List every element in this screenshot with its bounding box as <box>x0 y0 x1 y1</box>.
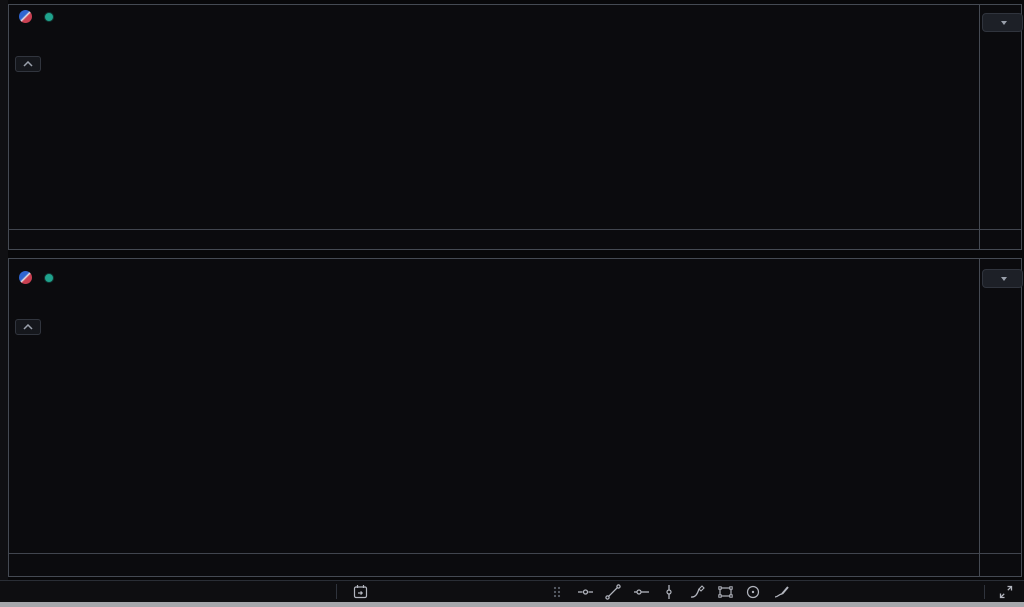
chevron-down-icon <box>1001 276 1007 281</box>
chevron-down-icon <box>1001 20 1007 25</box>
symbol-logo-icon <box>19 10 32 23</box>
trend-line-icon <box>605 583 621 600</box>
window-edge <box>0 0 8 601</box>
drawing-toolbar <box>546 582 792 601</box>
currency-selector[interactable] <box>982 269 1023 288</box>
calendar-icon <box>353 585 367 599</box>
chart-canvas-1h <box>9 259 1021 576</box>
toolbar-divider <box>336 584 337 599</box>
market-open-dot-icon <box>44 11 54 22</box>
chart-canvas-4h <box>9 5 1021 249</box>
go-to-date-button[interactable] <box>348 582 372 601</box>
symbol-header-4h[interactable] <box>19 10 78 23</box>
fullscreen-icon <box>999 585 1013 598</box>
symbol-logo-icon <box>19 271 32 284</box>
window-edge <box>0 601 1024 607</box>
chevron-up-icon <box>23 61 33 67</box>
pencil-tool-button[interactable] <box>686 582 708 601</box>
circle-tool-button[interactable] <box>742 582 764 601</box>
circle-icon <box>746 585 760 598</box>
pencil-icon <box>690 584 705 598</box>
chart-pane-4h[interactable] <box>8 4 1023 250</box>
vertical-line-icon <box>666 584 672 599</box>
trend-line-tool-button[interactable] <box>602 582 624 601</box>
drag-dots-icon <box>553 586 561 597</box>
collapse-legend-button[interactable] <box>15 56 41 72</box>
rectangle-tool-button[interactable] <box>714 582 736 601</box>
toolbar-right <box>975 581 1018 602</box>
symbol-header-1h[interactable] <box>19 271 108 284</box>
time-axis-1h[interactable] <box>9 553 1021 576</box>
market-open-dot-icon <box>44 272 54 283</box>
toolbar-divider <box>984 584 985 599</box>
currency-selector[interactable] <box>982 13 1023 32</box>
chevron-up-icon <box>23 324 33 330</box>
bottom-toolbar <box>0 580 1024 602</box>
brush-icon <box>774 585 789 598</box>
cross-line-tool-button[interactable] <box>574 582 596 601</box>
price-scale-4h[interactable] <box>979 5 1023 249</box>
chart-pane-1h[interactable] <box>8 258 1023 577</box>
fullscreen-button[interactable] <box>994 582 1018 601</box>
brush-tool-button[interactable] <box>770 582 792 601</box>
time-axis-4h[interactable] <box>9 229 1021 249</box>
collapse-legend-button[interactable] <box>15 319 41 335</box>
vertical-line-tool-button[interactable] <box>658 582 680 601</box>
drag-handle[interactable] <box>546 582 568 601</box>
cross-line-icon <box>577 588 593 595</box>
rectangle-icon <box>717 585 733 598</box>
horizontal-line-tool-button[interactable] <box>630 582 652 601</box>
price-scale-1h[interactable] <box>979 259 1023 576</box>
horizontal-line-icon <box>633 588 649 595</box>
